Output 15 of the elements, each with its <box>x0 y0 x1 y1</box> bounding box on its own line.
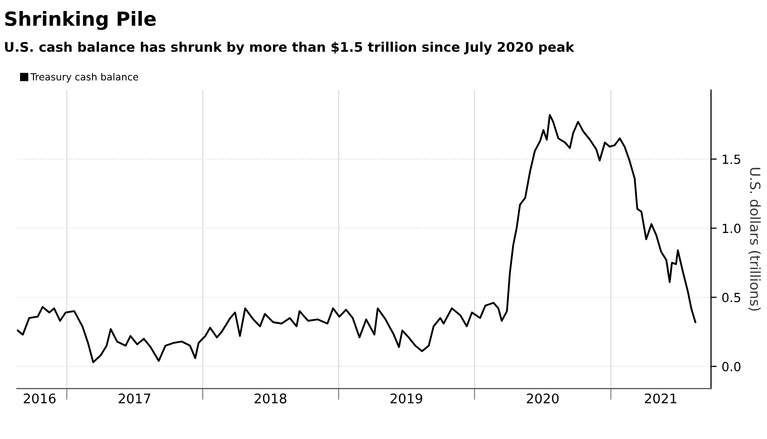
x-tick-label: 2020 <box>526 393 559 404</box>
y-tick-label: 1.5 <box>722 154 740 164</box>
y-axis-title: U.S. dollars (trillions) <box>748 168 761 311</box>
x-tick-label: 2019 <box>390 393 422 404</box>
legend-label: Treasury cash balance <box>30 72 138 82</box>
line-series <box>16 114 696 364</box>
x-tick-label: 2016 <box>24 393 56 404</box>
y-tick-label: 0.0 <box>722 362 740 372</box>
chart-title: Shrinking Pile <box>5 10 156 30</box>
x-tick-label: 2017 <box>118 393 150 404</box>
y-tick-label: 1.0 <box>722 224 740 234</box>
y-tick-label: 0.5 <box>722 292 740 302</box>
chart-subtitle: U.S. cash balance has shrunk by more than $1.5 trillion since July 2020 peak <box>5 42 574 55</box>
x-tick-label: 2021 <box>644 393 676 404</box>
x-tick-label: 2018 <box>254 393 286 404</box>
